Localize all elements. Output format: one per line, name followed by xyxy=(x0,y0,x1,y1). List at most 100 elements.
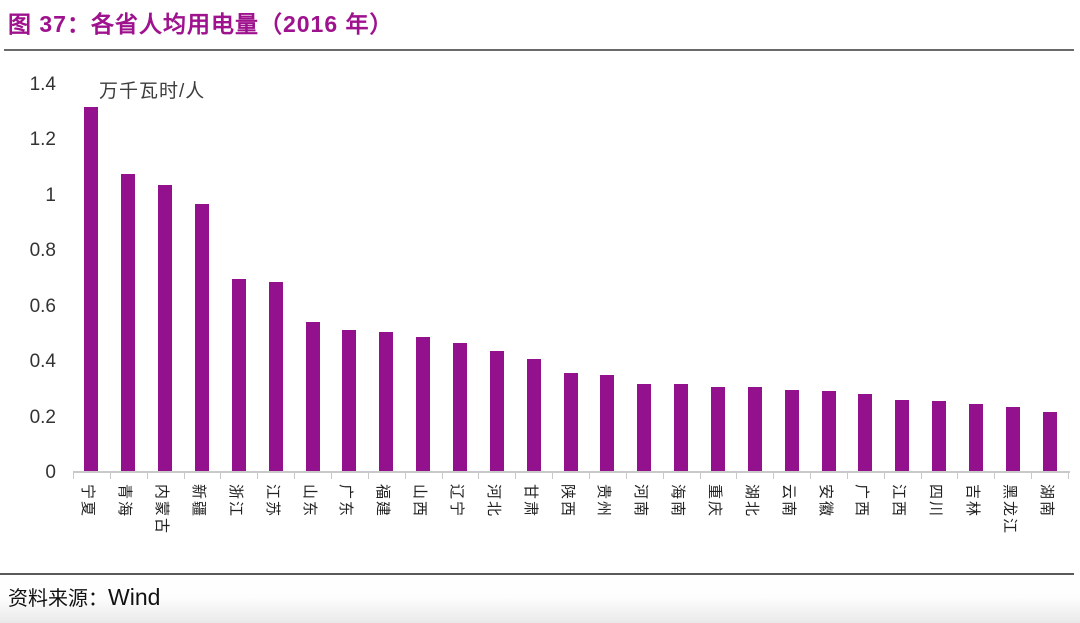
bar xyxy=(84,107,99,473)
bar xyxy=(563,373,578,473)
x-axis-label: 福建 xyxy=(374,484,392,519)
x-axis-label: 陕西 xyxy=(558,484,576,519)
bar-slot xyxy=(663,85,700,473)
axis-tick xyxy=(552,471,554,479)
bar-slot xyxy=(220,85,257,473)
axis-tick xyxy=(404,471,406,479)
x-axis-label: 辽宁 xyxy=(448,484,466,519)
bar-slot xyxy=(147,85,184,473)
x-axis-label: 浙江 xyxy=(226,484,244,519)
axis-tick xyxy=(883,471,885,479)
axis-tick xyxy=(146,471,148,479)
bar xyxy=(268,281,283,473)
x-axis-label: 山西 xyxy=(411,484,429,519)
bar xyxy=(969,403,984,473)
axis-tick xyxy=(331,471,332,479)
axis-tick xyxy=(920,471,922,479)
bar xyxy=(821,391,836,473)
axis-tick xyxy=(257,471,259,479)
bar-slot xyxy=(736,85,773,473)
source-divider xyxy=(0,573,1074,575)
axis-tick xyxy=(515,471,517,479)
bar-slot xyxy=(626,85,663,473)
x-axis-label: 河南 xyxy=(632,484,650,519)
x-axis-label: 安徽 xyxy=(816,484,834,519)
title-underline xyxy=(4,49,1074,51)
bar-slot xyxy=(442,85,479,473)
bar-slot xyxy=(110,85,147,473)
bar-series xyxy=(73,85,1068,473)
axis-tick xyxy=(810,471,811,479)
x-axis-label: 内蒙古 xyxy=(153,484,171,536)
bar xyxy=(305,322,320,473)
bar xyxy=(858,394,873,473)
y-axis-label: 0.6 xyxy=(29,295,56,317)
axis-tick xyxy=(367,471,369,479)
bar xyxy=(1042,412,1057,473)
x-axis-label: 青海 xyxy=(116,484,134,519)
bar xyxy=(121,173,136,473)
bar-slot xyxy=(1031,85,1068,473)
axis-tick xyxy=(441,471,443,479)
x-axis-label: 宁夏 xyxy=(79,484,97,519)
x-axis-label: 吉林 xyxy=(964,484,982,519)
x-axis-label: 广东 xyxy=(337,484,355,519)
axis-tick xyxy=(736,471,738,479)
x-axis-label: 新疆 xyxy=(190,484,207,519)
bar-slot xyxy=(478,85,515,473)
axis-tick xyxy=(773,471,775,479)
x-axis-label: 贵州 xyxy=(595,484,613,519)
bar xyxy=(379,331,394,473)
x-axis-label: 广西 xyxy=(853,484,871,519)
bar xyxy=(747,387,762,473)
plot-area xyxy=(73,85,1068,473)
bar xyxy=(932,400,947,473)
bar-slot xyxy=(552,85,589,473)
bar xyxy=(342,330,357,473)
bar xyxy=(526,359,541,473)
bar-slot xyxy=(73,85,110,473)
bar-slot xyxy=(921,85,958,473)
x-axis-label: 湖北 xyxy=(742,484,760,519)
bar-slot xyxy=(810,85,847,473)
bar-slot xyxy=(257,85,294,473)
bar-slot xyxy=(294,85,331,473)
y-axis-label: 1 xyxy=(45,184,56,206)
axis-tick xyxy=(846,471,848,479)
bar xyxy=(416,337,431,473)
y-axis-label: 0.8 xyxy=(29,240,56,262)
bottom-gradient xyxy=(0,577,1080,623)
bar-slot xyxy=(405,85,442,473)
x-axis-label: 重庆 xyxy=(706,484,724,519)
x-axis-label: 四川 xyxy=(927,484,945,519)
bar xyxy=(1005,406,1020,473)
bar-slot xyxy=(700,85,737,473)
bar-slot xyxy=(515,85,552,473)
bar-slot xyxy=(884,85,921,473)
x-axis-label: 河北 xyxy=(484,484,502,519)
y-axis-label: 0.4 xyxy=(29,351,56,373)
x-axis-line xyxy=(73,471,1070,473)
x-axis-label: 黑龙江 xyxy=(1000,484,1018,536)
y-axis-label: 0.2 xyxy=(29,406,56,428)
axis-tick xyxy=(109,471,111,479)
axis-tick xyxy=(699,471,701,479)
x-axis-label: 甘肃 xyxy=(521,484,539,519)
axis-tick xyxy=(294,471,296,479)
bar xyxy=(231,279,246,473)
axis-tick xyxy=(73,471,74,479)
bar-slot xyxy=(184,85,221,473)
x-axis-label: 山东 xyxy=(300,484,318,519)
bar xyxy=(637,384,652,473)
axis-tick xyxy=(957,471,959,479)
bar-slot xyxy=(994,85,1031,473)
bar-slot xyxy=(958,85,995,473)
bar xyxy=(158,184,173,473)
bar-slot xyxy=(589,85,626,473)
bar xyxy=(784,389,799,473)
bar xyxy=(600,374,615,473)
source-note: 资料来源：Wind xyxy=(8,582,160,611)
axis-tick xyxy=(478,471,480,479)
bar xyxy=(895,399,910,473)
